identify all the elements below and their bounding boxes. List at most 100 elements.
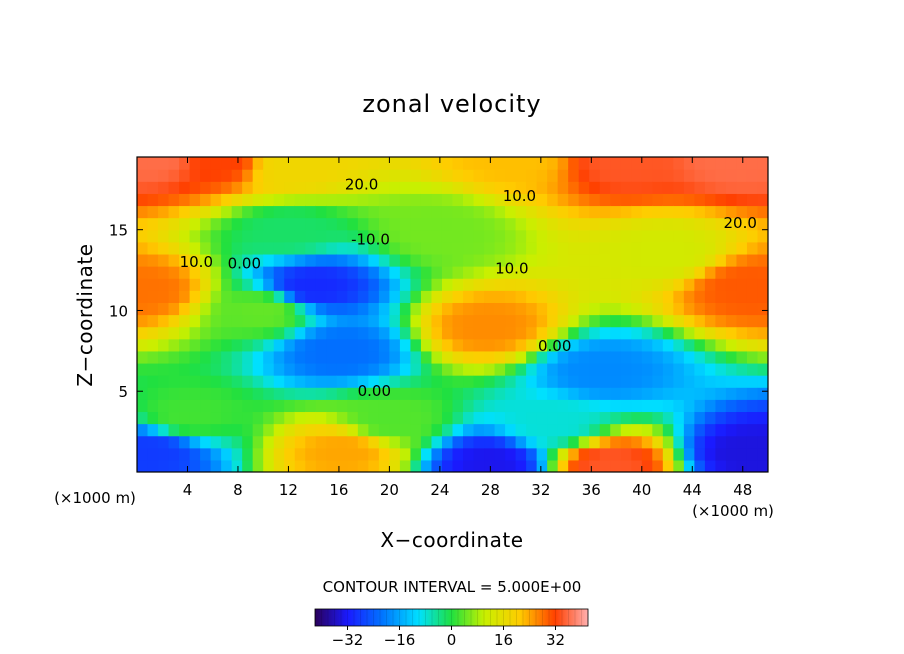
heatmap-cell [683, 157, 695, 170]
heatmap-cell [158, 205, 170, 219]
heatmap-cell [494, 157, 506, 170]
heatmap-cell [410, 217, 422, 231]
heatmap-cell [315, 435, 327, 449]
heatmap-cell [410, 241, 422, 255]
heatmap-cell [536, 362, 548, 376]
heatmap-cell [620, 326, 632, 340]
heatmap-cell [189, 314, 201, 328]
heatmap-cell [515, 169, 527, 182]
heatmap-cell [484, 302, 496, 316]
heatmap-cell [189, 290, 201, 303]
heatmap-cell [347, 447, 359, 461]
heatmap-cell [147, 459, 159, 472]
heatmap-cell [210, 157, 222, 170]
heatmap-cell [200, 399, 212, 413]
heatmap-cell [578, 314, 590, 328]
heatmap-cell [378, 205, 390, 219]
heatmap-cell [494, 423, 506, 437]
heatmap-cell [641, 193, 653, 207]
heatmap-cell [168, 241, 180, 255]
heatmap-cell [547, 229, 559, 243]
heatmap-cell [599, 387, 611, 400]
heatmap-cell [231, 278, 243, 291]
heatmap-cell [725, 314, 738, 328]
heatmap-cell [641, 375, 653, 388]
heatmap-cell [189, 253, 201, 267]
heatmap-cell [746, 229, 759, 243]
heatmap-cell [505, 314, 517, 328]
heatmap-cell [441, 169, 454, 182]
heatmap-cell [147, 205, 159, 219]
heatmap-cell [515, 375, 527, 388]
heatmap-cell [694, 375, 706, 388]
heatmap-cell [610, 266, 622, 279]
heatmap-cell [568, 375, 580, 388]
heatmap-cell [547, 338, 559, 352]
heatmap-cell [557, 447, 569, 461]
heatmap-cell [757, 253, 768, 267]
heatmap-cell [746, 169, 759, 182]
heatmap-cell [484, 362, 496, 376]
heatmap-cell [683, 447, 695, 461]
heatmap-cell [631, 375, 643, 388]
heatmap-cell [399, 169, 412, 182]
heatmap-cell [484, 290, 496, 303]
heatmap-cell [547, 387, 559, 400]
heatmap-cell [557, 459, 569, 472]
heatmap-cell [210, 266, 222, 279]
heatmap-cell [294, 362, 306, 376]
heatmap-cell [463, 362, 475, 376]
heatmap-cell [221, 181, 233, 194]
heatmap-cell [484, 375, 496, 388]
heatmap-cell [305, 266, 317, 279]
heatmap-cell [242, 241, 254, 255]
heatmap-cell [357, 362, 369, 376]
heatmap-cell [725, 411, 738, 425]
heatmap-cell [694, 338, 706, 352]
heatmap-cell [294, 447, 306, 461]
heatmap-cell [158, 241, 170, 255]
heatmap-cell [599, 435, 611, 449]
heatmap-cell [441, 447, 454, 461]
heatmap-cell [757, 375, 768, 388]
heatmap-cell [652, 326, 664, 340]
heatmap-cell [715, 157, 727, 170]
heatmap-cell [242, 435, 254, 449]
heatmap-cell [252, 205, 264, 219]
heatmap-cell [389, 169, 401, 182]
heatmap-cell [557, 266, 569, 279]
heatmap-cell [326, 459, 338, 472]
heatmap-cell [179, 387, 191, 400]
colorbar-ticks: −32 −16 0 16 32 [314, 609, 589, 649]
x-tick-label: 44 [683, 481, 702, 499]
heatmap-cell [505, 326, 517, 340]
heatmap-cell [505, 169, 517, 182]
heatmap-cell [252, 253, 264, 267]
heatmap-cell [347, 314, 359, 328]
heatmap-cell [147, 435, 159, 449]
heatmap-cell [557, 435, 569, 449]
heatmap-cell [315, 375, 327, 388]
heatmap-cell [578, 157, 590, 170]
heatmap-cell [357, 193, 369, 207]
heatmap-cell [336, 326, 348, 340]
heatmap-cell [526, 169, 538, 182]
heatmap-cell [252, 411, 264, 425]
heatmap-cell [673, 435, 685, 449]
heatmap-cell [589, 181, 601, 194]
heatmap-cell [315, 181, 327, 194]
colorbar-tick-label: −32 [332, 631, 364, 649]
heatmap-cell [347, 435, 359, 449]
heatmap-cell [704, 266, 717, 279]
heatmap-cell [326, 157, 338, 170]
heatmap-cell [431, 266, 443, 279]
heatmap-cell [189, 423, 201, 437]
heatmap-cell [242, 338, 254, 352]
heatmap-cell [410, 266, 422, 279]
heatmap-cell [568, 435, 580, 449]
heatmap-cell [757, 241, 768, 255]
heatmap-cell [536, 459, 548, 472]
heatmap-cell [547, 217, 559, 231]
heatmap-cell [547, 435, 559, 449]
